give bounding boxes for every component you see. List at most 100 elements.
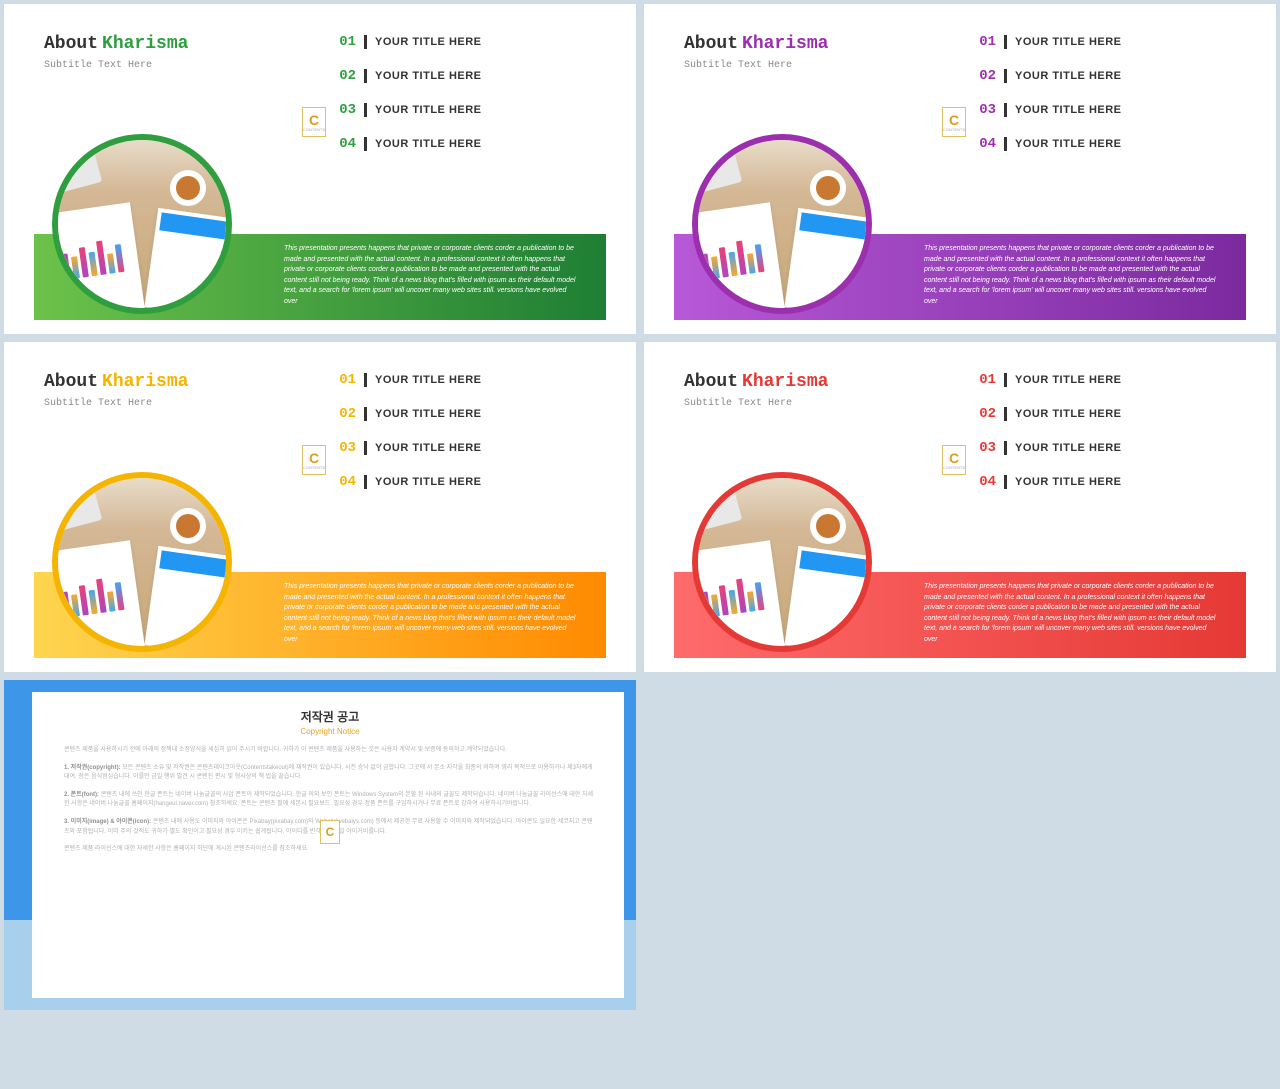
logo-badge-icon: CCONTENTS <box>302 107 326 137</box>
slide-red: AboutKharisma Subtitle Text Here 01 YOUR TI… <box>644 342 1276 672</box>
paper-right <box>784 546 866 646</box>
chart-bar <box>755 582 765 611</box>
chart-bar <box>71 594 80 617</box>
logo-badge-icon: CCONTENTS <box>302 445 326 475</box>
title-word2: Kharisma <box>742 372 828 392</box>
mini-bar-chart <box>58 569 133 619</box>
chart-bar <box>711 594 720 617</box>
item-number: 03 <box>336 440 356 456</box>
list-item: 01YOUR TITLE HERE <box>336 372 596 388</box>
item-label: YOUR TITLE HERE <box>1015 476 1122 488</box>
item-number: 02 <box>336 406 356 422</box>
divider-icon <box>1004 137 1007 151</box>
item-number: 03 <box>336 102 356 118</box>
border-bottom <box>4 998 636 1010</box>
paper-left <box>698 540 785 646</box>
circle-image <box>692 472 872 652</box>
chart-bar <box>71 256 80 279</box>
chart-bar <box>728 590 737 615</box>
divider-icon <box>364 407 367 421</box>
chart-bar <box>88 252 97 277</box>
item-number: 03 <box>976 102 996 118</box>
item-label: YOUR TITLE HERE <box>1015 408 1122 420</box>
copyright-p1: 콘텐츠 제품을 사용하시기 전에 아래의 정책내 소정양식을 세심히 읽어 주시… <box>64 746 596 756</box>
divider-icon <box>1004 407 1007 421</box>
item-number: 01 <box>336 34 356 50</box>
slide-yellow: AboutKharismaSubtitle Text Here01YOUR TI… <box>4 342 636 672</box>
divider-icon <box>1004 69 1007 83</box>
divider-icon <box>364 441 367 455</box>
border-left-light <box>4 920 32 1010</box>
copyright-title-ko: 저작권 공고 <box>64 708 596 725</box>
paper-left <box>58 202 145 308</box>
chart-bar <box>701 253 711 280</box>
item-label: YOUR TITLE HERE <box>375 138 482 150</box>
slide-subtitle: Subtitle Text Here <box>44 398 188 409</box>
item-label: YOUR TITLE HERE <box>1015 138 1122 150</box>
paper-right <box>144 546 226 646</box>
logo-badge-icon: CCONTENTS <box>942 445 966 475</box>
chart-bar <box>88 590 97 615</box>
chart-bar <box>698 263 702 282</box>
copyright-p3: 2. 폰트(font): 콘텐츠 내에 쓰인 한글 폰트는 네이버 나눔글꼴의 … <box>64 791 596 810</box>
item-label: YOUR TITLE HERE <box>1015 70 1122 82</box>
chart-bar <box>736 579 747 614</box>
divider-icon <box>364 475 367 489</box>
divider-icon <box>1004 103 1007 117</box>
divider-icon <box>1004 475 1007 489</box>
chart-bar <box>58 601 62 620</box>
title-list: 01YOUR TITLE HERE02YOUR TITLE HERE03YOUR… <box>336 34 596 170</box>
item-number: 01 <box>976 372 996 388</box>
item-label: YOUR TITLE HERE <box>1015 442 1122 454</box>
chart-bar <box>79 585 89 616</box>
copyright-p2: 1. 저작권(copyright): 모든 콘텐츠 소유 및 저작권은 콘텐츠테… <box>64 764 596 783</box>
item-number: 02 <box>976 406 996 422</box>
divider-icon <box>364 35 367 49</box>
title-word1: About <box>684 372 738 392</box>
item-label: YOUR TITLE HERE <box>1015 36 1122 48</box>
title-word2: Kharisma <box>102 372 188 392</box>
list-item: 02 YOUR TITLE HERE <box>976 406 1236 422</box>
divider-icon <box>1004 441 1007 455</box>
list-item: 02YOUR TITLE HERE <box>976 68 1236 84</box>
slide-subtitle: Subtitle Text Here <box>684 60 828 71</box>
list-item: 04YOUR TITLE HERE <box>336 474 596 490</box>
divider-icon <box>364 69 367 83</box>
item-label: YOUR TITLE HERE <box>375 408 482 420</box>
list-item: 01 YOUR TITLE HERE <box>976 34 1236 50</box>
body-text: This presentation presents happens that … <box>924 244 1216 307</box>
paper-left <box>698 202 785 308</box>
item-label: YOUR TITLE HERE <box>375 70 482 82</box>
item-label: YOUR TITLE HERE <box>375 476 482 488</box>
title-list: 01YOUR TITLE HERE 02 YOUR TITLE HERE 03 YOUR… <box>336 372 596 508</box>
chart-bar <box>61 253 71 280</box>
chart-bar <box>711 256 720 279</box>
title-word2: Kharisma <box>102 34 188 54</box>
chart-bar <box>719 247 729 278</box>
item-number: 01 <box>336 372 356 388</box>
item-number: 01 <box>976 34 996 50</box>
slide-subtitle: Subtitle Text Here <box>684 398 828 409</box>
chart-bar <box>107 253 116 274</box>
logo-badge-icon: C <box>320 820 340 844</box>
body-text: This presentation presents happens that … <box>284 244 576 307</box>
copyright-p5: 콘텐츠 제품 라이선스에 대한 자세한 사항은 홈페이지 하단에 게시된 콘텐츠… <box>64 845 596 855</box>
coffee-cup-icon <box>170 170 206 206</box>
title-word1: About <box>684 34 738 54</box>
circle-image <box>52 472 232 652</box>
chart-bar <box>728 252 737 277</box>
list-item: 04YOUR TITLE HERE <box>976 474 1236 490</box>
border-right-light <box>624 920 636 1010</box>
divider-icon <box>1004 35 1007 49</box>
chart-bar <box>96 579 107 614</box>
item-label: YOUR TITLE HERE <box>375 36 482 48</box>
chart-bar <box>701 591 711 618</box>
coffee-cup-icon <box>170 508 206 544</box>
paper-right <box>784 208 866 308</box>
chart-bar <box>736 241 747 276</box>
chart-bar <box>79 247 89 278</box>
copyright-title-en: Copyright Notice <box>64 727 596 736</box>
list-item: 02YOUR TITLE HERE <box>336 68 596 84</box>
divider-icon <box>364 373 367 387</box>
chart-bar <box>747 591 756 612</box>
